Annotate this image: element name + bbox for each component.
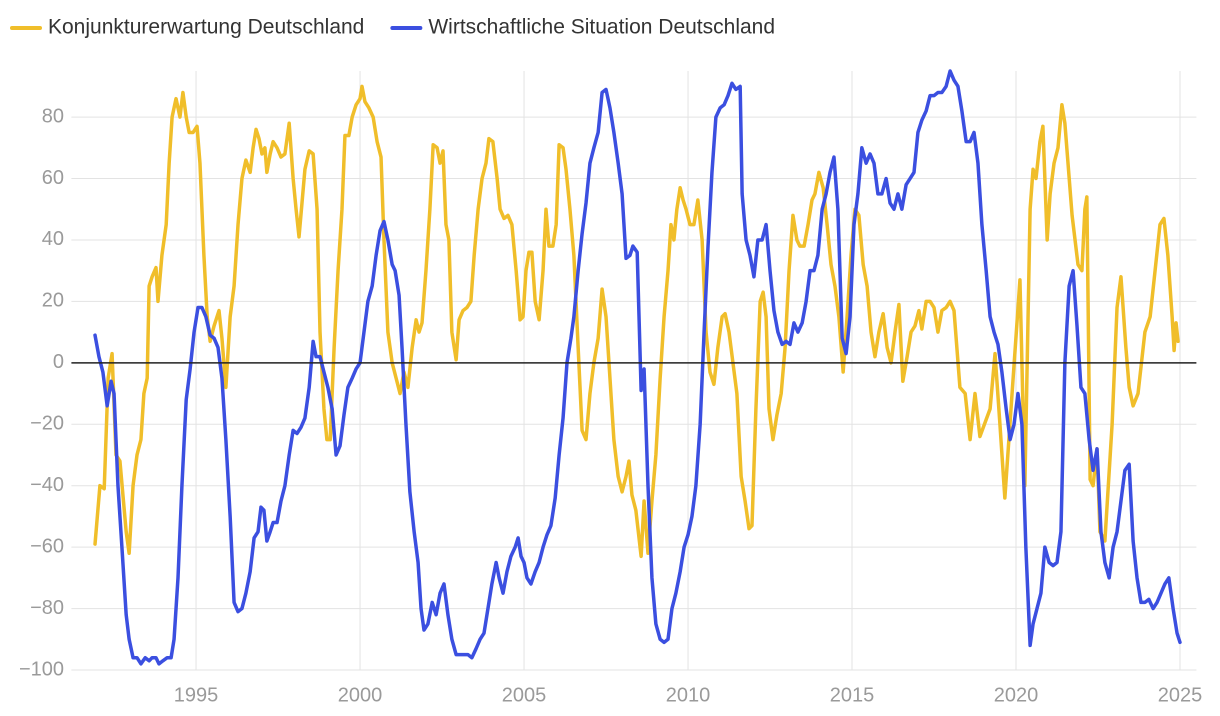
y-tick-label: −60 (30, 535, 64, 557)
y-tick-label: −40 (30, 474, 64, 496)
x-tick-label: 2005 (502, 684, 547, 706)
y-tick-label: 20 (42, 290, 64, 312)
x-tick-label: 2015 (830, 684, 875, 706)
y-tick-label: 60 (42, 167, 64, 189)
legend-label: Wirtschaftliche Situation Deutschland (428, 16, 775, 39)
data-line (93, 69, 1182, 666)
legend-label: Konjunkturerwartung Deutschland (48, 16, 364, 39)
y-tick-label: −100 (19, 658, 64, 680)
x-tick-label: 2020 (994, 684, 1039, 706)
y-tick-label: 40 (42, 228, 64, 250)
x-tick-label: 1995 (174, 684, 219, 706)
data-line (93, 84, 1180, 559)
y-tick-label: 0 (53, 351, 64, 373)
x-tick-label: 2025 (1158, 684, 1203, 706)
y-tick-label: −80 (30, 597, 64, 619)
y-tick-label: 80 (42, 105, 64, 127)
x-tick-label: 2000 (338, 684, 383, 706)
x-tick-label: 2010 (666, 684, 711, 706)
y-tick-label: −20 (30, 413, 64, 435)
